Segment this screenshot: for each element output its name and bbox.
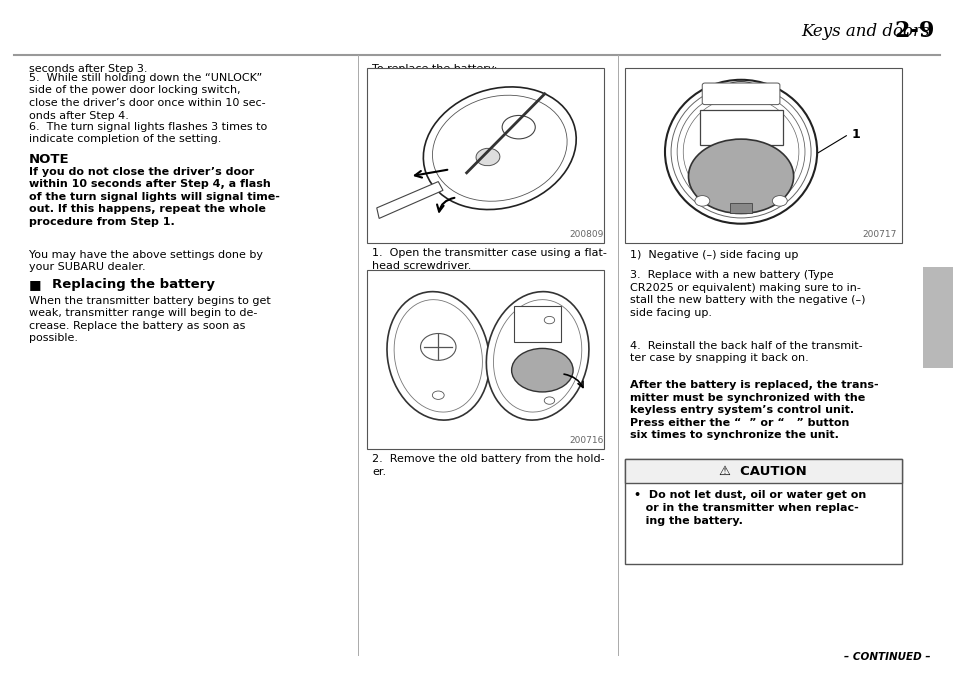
Text: – CONTINUED –: – CONTINUED – bbox=[842, 651, 929, 662]
Text: 200717: 200717 bbox=[862, 230, 896, 239]
FancyBboxPatch shape bbox=[701, 83, 780, 105]
Circle shape bbox=[544, 317, 554, 324]
Text: 1: 1 bbox=[851, 128, 860, 140]
FancyBboxPatch shape bbox=[699, 109, 781, 144]
Text: 200716: 200716 bbox=[569, 436, 603, 445]
FancyBboxPatch shape bbox=[729, 202, 751, 213]
FancyBboxPatch shape bbox=[514, 306, 560, 342]
Ellipse shape bbox=[486, 292, 588, 420]
Text: Keys and doors: Keys and doors bbox=[801, 24, 934, 40]
Circle shape bbox=[688, 139, 793, 213]
Text: If you do not close the driver’s door
within 10 seconds after Step 4, a flash
of: If you do not close the driver’s door wi… bbox=[29, 167, 279, 227]
Circle shape bbox=[511, 348, 573, 392]
Text: ⚠  CAUTION: ⚠ CAUTION bbox=[719, 464, 806, 478]
FancyBboxPatch shape bbox=[624, 459, 901, 564]
Text: 5.  While still holding down the “UNLOCK”
side of the power door locking switch,: 5. While still holding down the “UNLOCK”… bbox=[29, 73, 265, 121]
Text: 200809: 200809 bbox=[569, 230, 603, 239]
Text: After the battery is replaced, the trans-
mitter must be synchronized with the
k: After the battery is replaced, the trans… bbox=[629, 380, 878, 440]
FancyBboxPatch shape bbox=[367, 68, 603, 243]
Ellipse shape bbox=[423, 87, 576, 209]
Ellipse shape bbox=[387, 292, 489, 420]
Text: 2-9: 2-9 bbox=[894, 20, 934, 42]
Text: 1.  Open the transmitter case using a flat-
head screwdriver.: 1. Open the transmitter case using a fla… bbox=[372, 248, 606, 271]
Circle shape bbox=[694, 196, 709, 206]
Polygon shape bbox=[376, 182, 442, 219]
FancyArrowPatch shape bbox=[563, 374, 582, 387]
Text: 2.  Remove the old battery from the hold-
er.: 2. Remove the old battery from the hold-… bbox=[372, 454, 604, 477]
FancyArrowPatch shape bbox=[436, 198, 454, 212]
Ellipse shape bbox=[476, 148, 499, 165]
Text: To replace the battery:: To replace the battery: bbox=[372, 64, 497, 74]
Text: Replacing the battery: Replacing the battery bbox=[52, 278, 215, 291]
Ellipse shape bbox=[722, 82, 759, 99]
Text: seconds after Step 3.: seconds after Step 3. bbox=[29, 64, 147, 74]
Ellipse shape bbox=[664, 80, 817, 223]
Circle shape bbox=[544, 397, 554, 404]
Circle shape bbox=[501, 115, 535, 139]
Circle shape bbox=[772, 196, 786, 206]
Circle shape bbox=[432, 391, 444, 400]
Text: 4.  Reinstall the back half of the transmit-
ter case by snapping it back on.: 4. Reinstall the back half of the transm… bbox=[629, 341, 862, 363]
Text: •  Do not let dust, oil or water get on
   or in the transmitter when replac-
  : • Do not let dust, oil or water get on o… bbox=[634, 490, 865, 526]
Text: You may have the above settings done by
your SUBARU dealer.: You may have the above settings done by … bbox=[29, 250, 262, 272]
Text: 1)  Negative (–) side facing up: 1) Negative (–) side facing up bbox=[629, 250, 797, 260]
FancyBboxPatch shape bbox=[624, 68, 901, 243]
FancyBboxPatch shape bbox=[367, 270, 603, 449]
FancyBboxPatch shape bbox=[922, 267, 953, 368]
Text: 6.  The turn signal lights flashes 3 times to
indicate completion of the setting: 6. The turn signal lights flashes 3 time… bbox=[29, 122, 267, 144]
Ellipse shape bbox=[420, 333, 456, 360]
Text: 3.  Replace with a new battery (Type
CR2025 or equivalent) making sure to in-
st: 3. Replace with a new battery (Type CR20… bbox=[629, 270, 864, 318]
FancyArrowPatch shape bbox=[415, 170, 447, 178]
FancyBboxPatch shape bbox=[624, 459, 901, 483]
Text: NOTE: NOTE bbox=[29, 153, 70, 166]
Text: When the transmitter battery begins to get
weak, transmitter range will begin to: When the transmitter battery begins to g… bbox=[29, 296, 270, 344]
Text: ■: ■ bbox=[29, 278, 41, 291]
